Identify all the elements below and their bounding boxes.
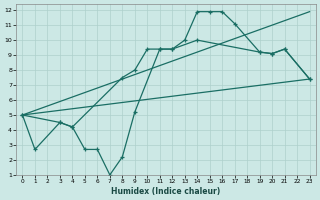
X-axis label: Humidex (Indice chaleur): Humidex (Indice chaleur): [111, 187, 221, 196]
